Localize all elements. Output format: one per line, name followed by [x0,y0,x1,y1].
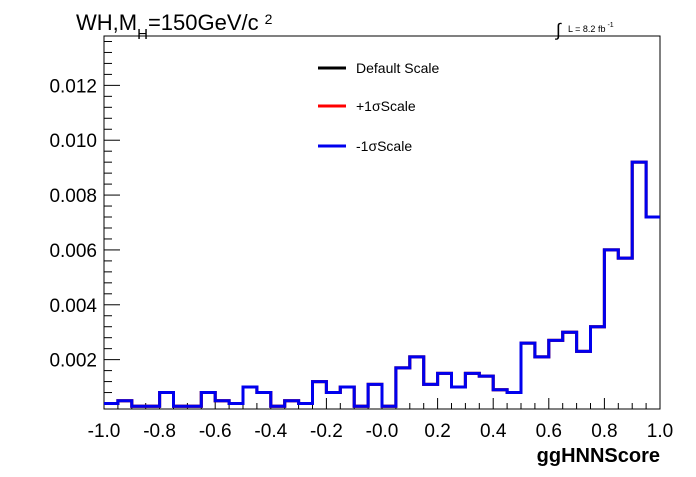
y-tick-label: 0.002 [49,351,97,372]
y-tick-label: 0.010 [49,131,97,152]
histogram-series [104,160,660,408]
lumi-value: L = 8.2 fb [568,24,605,34]
x-tick-label: -1.0 [88,421,121,442]
legend: Default Scale +1σScale -1σScale [318,60,439,154]
x-tick-label: -0.2 [310,421,343,442]
y-tick-label: 0.006 [49,241,97,262]
x-tick-label: 0.6 [536,421,562,442]
title-rest: =150GeV/c [148,10,259,35]
y-tick-label: 0.012 [49,76,97,97]
y-tick-label: 0.004 [49,296,97,317]
x-tick-label: 0.8 [591,421,617,442]
plot-title: WH,MH=150GeV/c 2 [76,10,273,43]
x-tick-label: -0.6 [199,421,232,442]
lumi-text: L = 8.2 fb -1 [568,22,614,34]
legend-label: Default Scale [356,60,439,76]
lumi-superscript: -1 [607,22,613,29]
y-tick-label: 0.008 [49,186,97,207]
title-superscript: 2 [265,11,273,27]
legend-label: -1σScale [356,138,412,154]
lumi-integral: ∫ [554,20,562,40]
axes: -1.0 -0.8 -0.6 -0.4 -0.2 -0.0 0.2 0.4 0.6 0.8 1.0 0… [49,40,673,442]
x-tick-label: -0.0 [366,421,399,442]
title-main: WH,M [76,10,137,35]
x-axis-label: ggHNNScore [537,445,660,467]
x-tick-label: 0.4 [480,421,507,442]
legend-label: +1σScale [356,98,416,114]
title-subscript: H [137,26,148,43]
x-tick-label: -0.4 [254,421,287,442]
x-tick-label: -0.8 [143,421,176,442]
histogram-line-2 [104,160,660,408]
x-tick-label: 1.0 [647,421,673,442]
x-tick-label: 0.2 [424,421,450,442]
